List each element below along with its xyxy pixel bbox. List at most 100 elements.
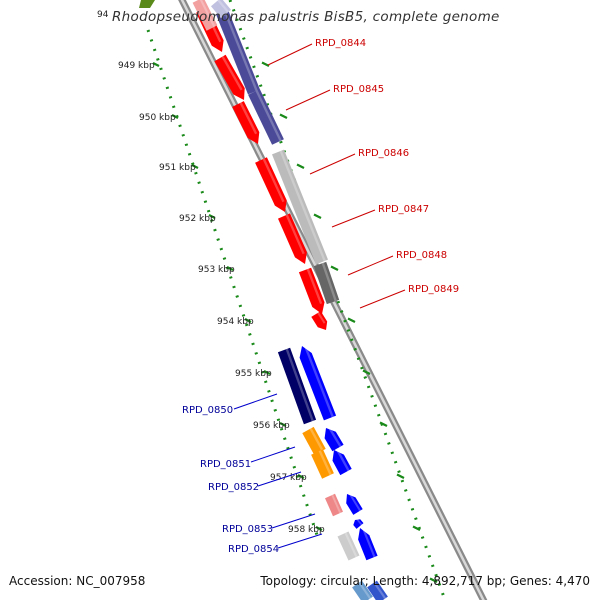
gene-block-purple-b-shading <box>255 90 282 142</box>
gene-rpd-0854-gray <box>337 531 360 561</box>
tick-label-8: 956 kbp <box>253 421 290 431</box>
gene-faded-top-shading <box>199 0 216 28</box>
outer-tick-mark-3 <box>313 213 322 219</box>
gene-leader-rpd-0845 <box>285 89 331 111</box>
gene-rpd-0845-arrow <box>214 54 245 100</box>
gene-small-blue <box>353 519 364 529</box>
gene-small-blue-shading <box>355 518 363 526</box>
tick-label-7: 955 kbp <box>235 369 272 379</box>
gene-rpd-0846-arrow-a <box>232 101 260 144</box>
outer-tick-mark-9 <box>412 525 421 531</box>
tick-label-6: 954 kbp <box>217 317 254 327</box>
outer-tick-mark-8 <box>396 473 405 479</box>
tick-mark-9 <box>315 526 323 531</box>
gene-faded-top <box>192 0 218 31</box>
outer-tick-mark-2 <box>296 163 305 169</box>
gene-label-rpd-0849: RPD_0849 <box>408 284 459 295</box>
gene-leader-rpd-0850 <box>233 393 278 410</box>
gene-rpd-0854-gray-shading <box>344 532 358 558</box>
tick-label-9: 957 kbp <box>270 473 307 483</box>
tick-label-10: 958 kbp <box>288 525 325 535</box>
gene-block-gray-light <box>272 149 328 265</box>
gene-leader-rpd-0848 <box>347 255 394 276</box>
gene-leader-rpd-0846 <box>309 153 356 175</box>
outer-tick-ring <box>228 0 447 601</box>
outer-tick-mark-10 <box>429 577 438 583</box>
accession-text: Accession: NC_007958 <box>9 574 146 588</box>
tick-label-partial: 94 <box>97 10 109 20</box>
gene-leader-rpd-0851 <box>250 446 296 463</box>
gene-rpd-0850-arrow-shading <box>285 348 314 422</box>
gene-rpd-0848-arrow <box>278 213 307 264</box>
gene-block-gray-light-shading <box>279 150 326 262</box>
backbone-inner <box>180 0 487 604</box>
tick-label-3: 951 kbp <box>159 163 196 173</box>
gene-label-rpd-0853: RPD_0853 <box>222 524 273 535</box>
tick-label-4: 952 kbp <box>179 214 216 224</box>
gene-rpd-0851-arrow-shading <box>309 428 324 452</box>
gene-rpd-0849-arrow-shading <box>306 268 323 305</box>
gene-rpd-0850b-arrow-shading <box>303 344 334 418</box>
gene-rpd-0853-arrow-shading <box>331 494 342 514</box>
gene-rpd-0847-arrow-shading <box>262 158 285 203</box>
tick-mark-3 <box>208 214 216 219</box>
gene-rpd-0848-arrow-shading <box>285 214 305 255</box>
gene-leader-rpd-0854 <box>277 533 323 549</box>
gene-rpd-0854-arrow-shading <box>361 526 376 558</box>
gene-rpd-0850-arrow <box>277 347 317 425</box>
gene-label-rpd-0844: RPD_0844 <box>315 38 366 49</box>
genome-title: Rhodopseudomonas palustris BisB5, comple… <box>112 9 500 25</box>
gene-block-purple-top-shading <box>217 0 230 13</box>
outer-tick-mark-7 <box>379 421 388 427</box>
gene-block-gray-dark <box>313 261 340 305</box>
gene-bottom-blue-a <box>352 580 373 604</box>
partial-gene-top <box>139 0 155 8</box>
outer-tick-mark-0 <box>261 61 270 67</box>
gene-leader-rpd-0847 <box>331 209 376 228</box>
outer-tick-mark-4 <box>330 265 339 271</box>
tick-mark-8 <box>297 474 305 479</box>
gene-label-rpd-0850: RPD_0850 <box>182 405 233 416</box>
gene-leader-rpd-0849 <box>359 289 406 309</box>
gene-rpd-0852-arrow <box>311 449 334 479</box>
tick-mark-6 <box>263 370 271 375</box>
tick-mark-7 <box>279 422 287 427</box>
gene-rpd-0849b-arrow-shading <box>317 312 326 324</box>
outer-tick-mark-6 <box>362 369 371 375</box>
gene-bottom-blue-b <box>367 580 388 604</box>
gene-rpd-0849b-arrow <box>311 311 328 330</box>
gene-bottom-blue-b-shading <box>373 581 387 600</box>
gene-label-rpd-0845: RPD_0845 <box>333 84 384 95</box>
gene-rpd-0851b-arrow-shading <box>327 425 342 448</box>
gene-label-rpd-0852: RPD_0852 <box>208 482 259 493</box>
gene-bottom-blue-a-shading <box>358 581 372 600</box>
gene-block-purple-a <box>216 9 260 95</box>
gene-label-rpd-0846: RPD_0846 <box>358 148 409 159</box>
tick-label-2: 950 kbp <box>139 113 176 123</box>
genome-summary-text: Topology: circular; Length: 4,892,717 bp… <box>260 574 590 588</box>
outer-tick-mark-5 <box>347 317 356 323</box>
gene-rpd-0853b-arrow-shading <box>348 492 361 512</box>
gene-label-rpd-0854: RPD_0854 <box>228 544 279 555</box>
gene-rpd-0847-arrow <box>255 157 287 212</box>
gene-block-purple-top <box>211 0 231 19</box>
gene-rpd-0854-arrow <box>358 528 378 561</box>
outer-tick-mark-1 <box>279 113 288 119</box>
gene-rpd-0851-arrow <box>302 426 326 456</box>
tick-mark-0 <box>152 62 160 67</box>
gene-block-purple-a-shading <box>223 10 258 92</box>
gene-leader-rpd-0853 <box>271 513 316 529</box>
gene-rpd-0849-arrow <box>298 267 325 314</box>
gene-block-gray-dark-shading <box>321 262 337 302</box>
gene-label-rpd-0847: RPD_0847 <box>378 204 429 215</box>
gene-rpd-0853b-arrow <box>346 494 363 515</box>
tick-label-5: 953 kbp <box>198 265 235 275</box>
tick-mark-5 <box>244 318 252 323</box>
gene-leader-rpd-0852 <box>257 471 302 487</box>
gene-block-purple-b <box>248 89 284 145</box>
gene-rpd-0852b-arrow-shading <box>335 448 350 472</box>
tick-mark-4 <box>226 266 234 271</box>
gene-rpd-0850b-arrow <box>299 346 337 421</box>
